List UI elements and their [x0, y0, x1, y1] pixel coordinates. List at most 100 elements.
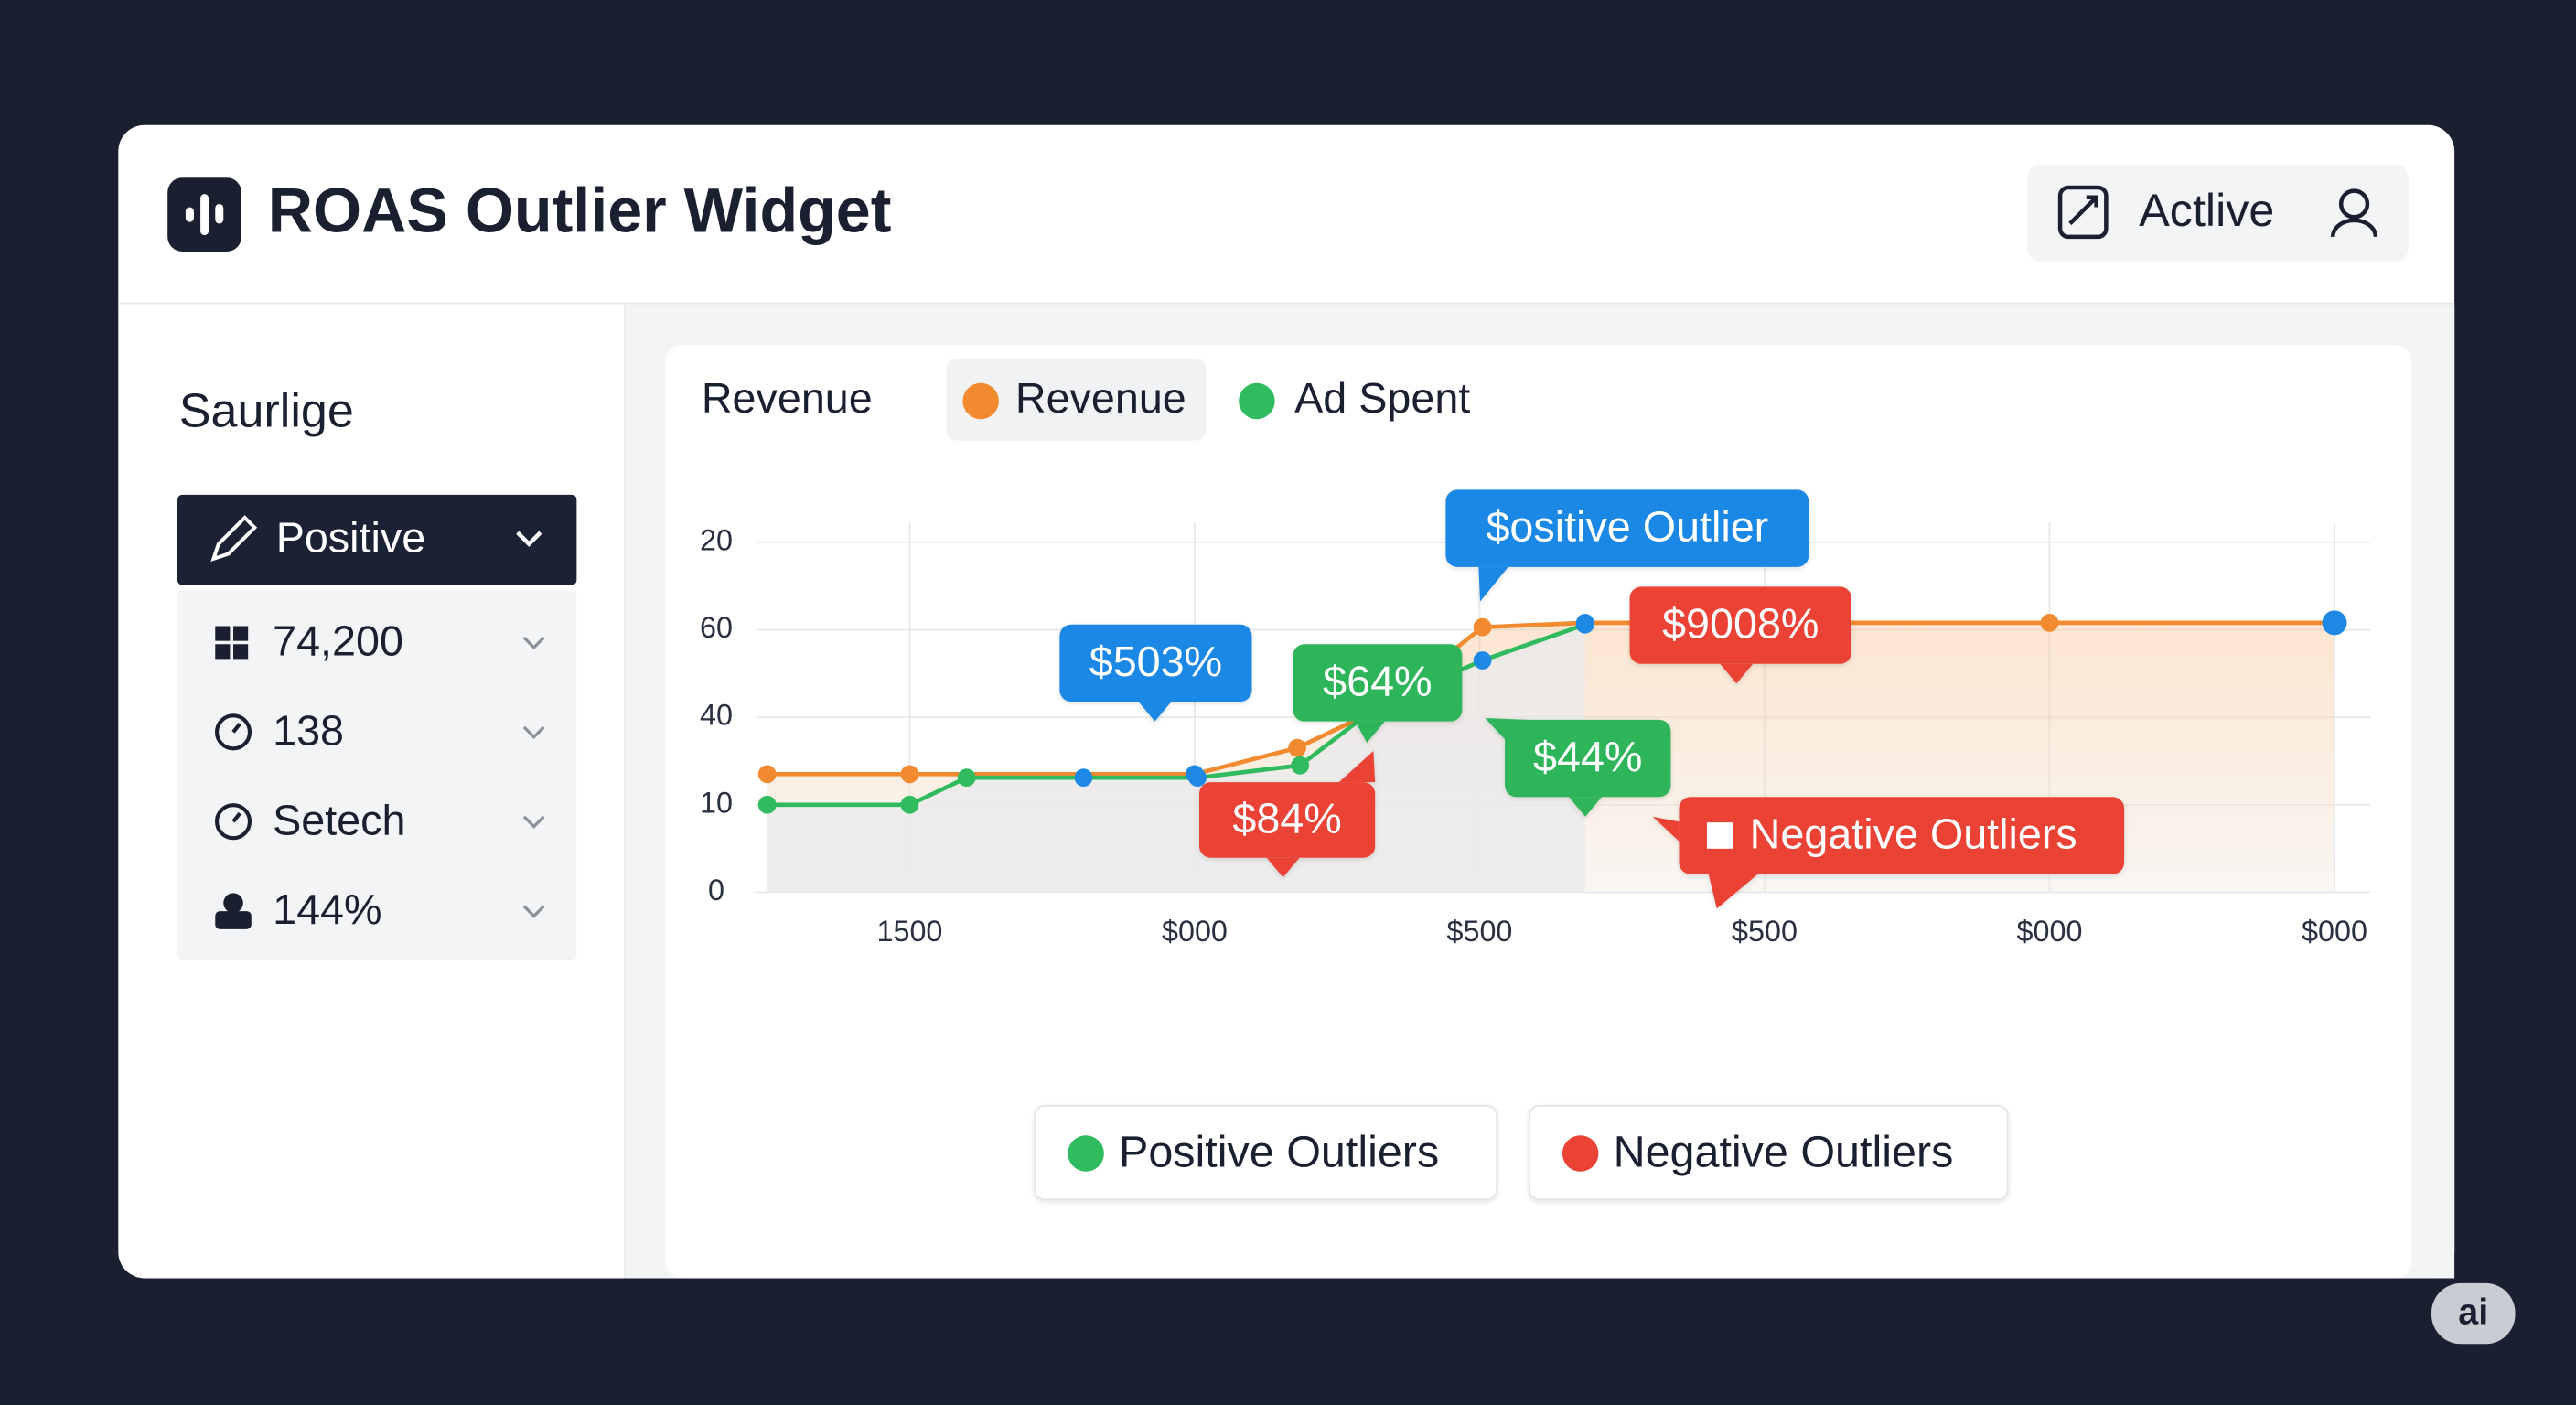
item-chevron — [522, 636, 545, 650]
dropdown-chevron — [516, 531, 542, 547]
annotation-tail — [1478, 566, 1508, 602]
item-chevron — [522, 815, 545, 829]
x-tick-label: $000 — [1162, 915, 1228, 948]
annotation-tail — [1485, 718, 1529, 740]
legend-swatch — [962, 382, 999, 420]
outlier-legend-label: Positive Outliers — [1119, 1128, 1439, 1177]
annotation-box — [1059, 624, 1252, 702]
sidebar-item-label: 138 — [273, 706, 344, 754]
annotation-tail — [1355, 721, 1385, 743]
item-icon — [215, 644, 231, 660]
data-point[interactable] — [757, 795, 777, 814]
data-point[interactable] — [900, 795, 919, 814]
annotation-box — [1629, 586, 1852, 664]
legend-label[interactable]: Ad Spent — [1294, 374, 1470, 422]
user-icon-body — [2330, 218, 2378, 238]
legend-label[interactable]: Revenue — [1015, 374, 1186, 422]
status-label: Actlive — [2139, 184, 2274, 236]
status-icon-arrow — [2068, 195, 2098, 226]
annotation-icon — [1706, 822, 1733, 849]
item-icon — [233, 626, 249, 641]
annotation-tail — [1266, 857, 1300, 878]
series-area — [767, 624, 1585, 893]
item-icon — [215, 626, 231, 641]
x-tick-label: $000 — [2302, 915, 2367, 948]
outlier-legend-swatch — [1068, 1135, 1104, 1172]
data-point[interactable] — [900, 765, 919, 784]
y-tick-label: 60 — [700, 611, 733, 644]
sidebar-title: Saurlige — [179, 385, 354, 438]
data-point[interactable] — [2040, 614, 2059, 632]
y-tick-label: 40 — [700, 699, 733, 732]
data-point[interactable] — [1188, 768, 1207, 788]
sidebar-item-label: 144% — [273, 885, 381, 933]
x-tick-label: $500 — [1447, 915, 1513, 948]
legend-chip[interactable] — [946, 358, 1207, 441]
data-point[interactable] — [1288, 738, 1306, 757]
data-point[interactable] — [1473, 651, 1492, 670]
annotation-box — [1445, 489, 1809, 567]
data-point[interactable] — [1291, 756, 1310, 775]
sidebar-item-label: Setech — [273, 796, 405, 843]
outlier-legend-label: Negative Outliers — [1614, 1128, 1954, 1177]
annotation-label: $9008% — [1662, 600, 1819, 648]
y-tick-label: 10 — [700, 786, 733, 819]
data-point[interactable] — [2322, 610, 2347, 636]
data-point[interactable] — [757, 765, 777, 784]
sidebar-item[interactable] — [184, 691, 570, 773]
page-title: ROAS Outlier Widget — [268, 177, 892, 246]
annotation-box — [1199, 782, 1376, 858]
annotation-label: $44% — [1533, 733, 1642, 780]
y-tick-label: 0 — [708, 874, 724, 906]
annotation-box — [1505, 719, 1671, 798]
annotation-box — [1293, 644, 1463, 722]
app-icon-bar — [200, 194, 209, 236]
annotation: $9008% — [1629, 586, 1852, 684]
legend-swatch — [1239, 382, 1275, 420]
annotation: $64% — [1293, 644, 1463, 743]
outlier-legend-swatch — [1562, 1135, 1599, 1172]
annotation: $44% — [1485, 718, 1671, 817]
x-tick-label: 1500 — [877, 915, 943, 948]
pencil-icon — [210, 515, 258, 562]
status-pill[interactable] — [2027, 164, 2409, 262]
data-point[interactable] — [957, 768, 976, 788]
filter-dropdown[interactable] — [177, 494, 577, 585]
annotation-tail — [1708, 874, 1758, 909]
item-icon — [214, 803, 252, 841]
annotation-box — [1679, 797, 2125, 874]
dropdown-label: Positive — [276, 513, 425, 561]
user-icon-head[interactable] — [2338, 188, 2370, 220]
annotation-tail — [1569, 797, 1603, 817]
annotation-label: $84% — [1232, 795, 1341, 842]
chart-title: Revenue — [702, 374, 873, 422]
sidebar-item-label: 74,200 — [273, 617, 403, 665]
annotation-label: $64% — [1323, 658, 1432, 705]
annotation-tail — [1338, 750, 1376, 783]
outlier-legend-box[interactable] — [1529, 1105, 2009, 1201]
annotation-tail — [1138, 702, 1172, 722]
annotation: Negative Outliers — [1652, 797, 2125, 909]
data-point[interactable] — [1575, 615, 1594, 634]
item-icon — [231, 811, 242, 823]
ai-badge[interactable] — [2431, 1282, 2516, 1345]
annotation-label: $503% — [1089, 638, 1222, 685]
data-point[interactable] — [1473, 617, 1492, 637]
item-icon — [223, 893, 243, 913]
outlier-legend-box[interactable] — [1034, 1105, 1497, 1201]
annotation: $ositive Outlier — [1445, 489, 1809, 602]
sidebar-list — [177, 589, 577, 960]
annotation-tail — [1720, 663, 1754, 684]
y-tick-label: 20 — [700, 523, 733, 556]
item-icon — [215, 911, 252, 929]
app-icon-bar — [215, 203, 224, 224]
x-tick-label: $000 — [2017, 915, 2083, 948]
data-point[interactable] — [1074, 768, 1093, 788]
x-tick-label: $500 — [1732, 915, 1798, 948]
status-icon — [2057, 185, 2109, 240]
app-icon-bar — [185, 207, 194, 222]
item-chevron — [522, 905, 545, 918]
item-icon — [231, 723, 242, 734]
